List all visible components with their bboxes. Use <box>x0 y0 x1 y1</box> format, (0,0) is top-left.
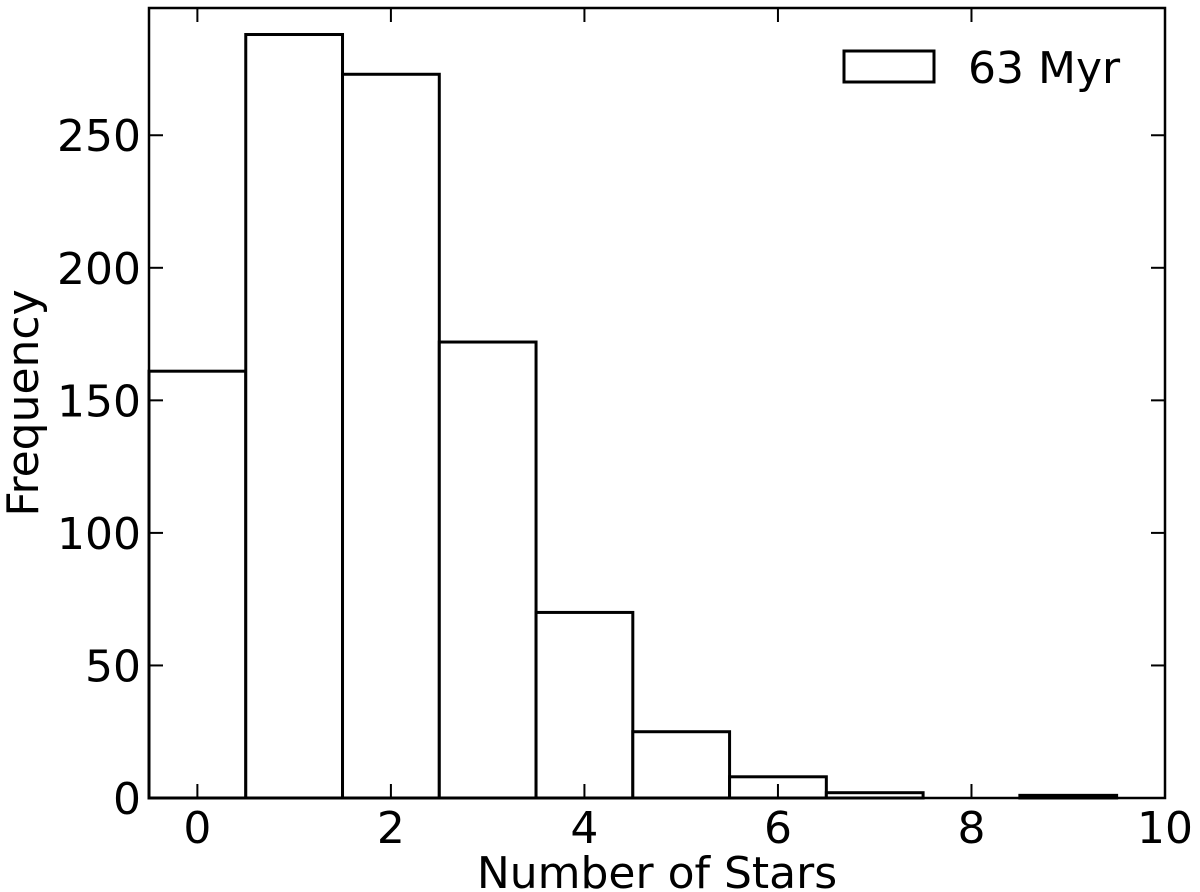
x-tick-label: 6 <box>764 803 792 854</box>
x-tick-label: 4 <box>570 803 598 854</box>
bars-group <box>147 33 1119 800</box>
bar-2 <box>341 72 441 800</box>
legend-swatch <box>842 49 936 84</box>
ticks-group <box>149 8 1166 799</box>
bar-1 <box>244 33 345 800</box>
legend-label: 63 Myr <box>968 43 1121 94</box>
x-axis-label: Number of Stars <box>477 848 837 892</box>
x-tick-label: 8 <box>957 803 985 854</box>
bar-3 <box>437 340 538 800</box>
x-tick-label: 10 <box>1137 803 1193 854</box>
y-axis-label: Frequency <box>0 289 49 516</box>
y-tick-label: 100 <box>57 509 141 560</box>
y-tick-label: 200 <box>57 244 141 295</box>
x-tick-label: 0 <box>183 803 211 854</box>
legend: 63 Myr <box>842 43 1121 94</box>
bar-4 <box>534 610 635 800</box>
bar-5 <box>631 730 732 800</box>
y-tick-label: 0 <box>113 774 141 825</box>
y-tick-label: 150 <box>57 376 141 427</box>
x-tick-label: 2 <box>377 803 405 854</box>
bar-0 <box>147 369 248 800</box>
y-tick-label: 50 <box>85 641 141 692</box>
y-tick-label: 250 <box>57 111 141 162</box>
plot-frame <box>147 6 1167 800</box>
